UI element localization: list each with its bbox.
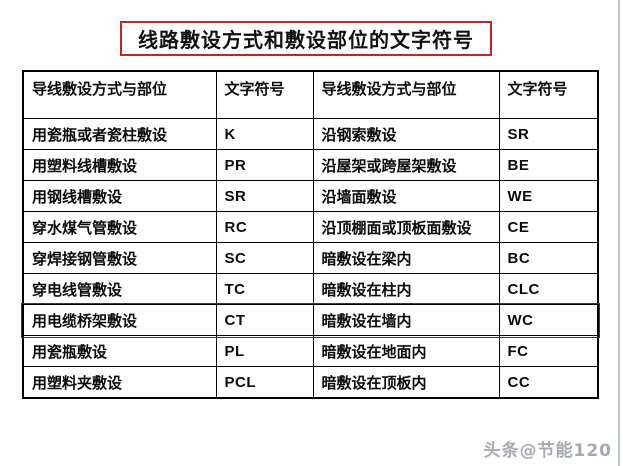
symbol-cell: BE <box>498 149 599 181</box>
method-cell: 暗敷设在梁内 <box>312 242 500 274</box>
symbol-cell: PR <box>215 149 314 181</box>
symbol-cell: FC <box>498 335 599 367</box>
method-cell: 暗敷设在柱内 <box>312 273 500 305</box>
method-cell: 用塑料夹敷设 <box>22 366 217 399</box>
table-row: 用钢线槽敷设 SR 沿墙面敷设 WE <box>22 180 599 212</box>
table-body: 用瓷瓶或者瓷柱敷设 K 沿钢索敷设 SR 用塑料线槽敷设 PR 沿屋架或跨屋架敷设 BE 用钢线… <box>21 118 600 399</box>
header-method-right: 导线敷设方式与部位 <box>312 70 500 119</box>
table-row: 用瓷瓶敷设 PL 暗敷设在地面内 FC <box>22 335 599 367</box>
table-header-row: 导线敷设方式与部位 文字符号 导线敷设方式与部位 文字符号 <box>22 70 599 119</box>
table-row: 用瓷瓶或者瓷柱敷设 K 沿钢索敷设 SR <box>22 118 599 150</box>
page-title: 线路敷设方式和敷设部位的文字符号 <box>138 28 474 52</box>
title-box: 线路敷设方式和敷设部位的文字符号 <box>120 21 492 56</box>
method-cell: 暗敷设在地面内 <box>312 335 500 367</box>
symbol-cell: WC <box>498 304 599 336</box>
symbol-cell: SR <box>215 180 314 212</box>
method-cell: 暗敷设在墙内 <box>312 304 500 336</box>
symbol-cell: CT <box>215 304 314 336</box>
wiring-symbols-table: 导线敷设方式与部位 文字符号 导线敷设方式与部位 文字符号 用瓷瓶或者瓷柱敷设 K… <box>21 70 600 399</box>
header-symbol-left: 文字符号 <box>215 70 314 119</box>
table-row: 穿电线管敷设 TC 暗敷设在柱内 CLC <box>22 273 599 305</box>
method-cell: 用瓷瓶或者瓷柱敷设 <box>22 118 217 150</box>
table-row: 用塑料线槽敷设 PR 沿屋架或跨屋架敷设 BE <box>22 149 599 181</box>
symbol-cell: PCL <box>215 366 314 399</box>
symbol-cell: RC <box>215 211 314 243</box>
method-cell: 用瓷瓶敷设 <box>22 335 217 367</box>
symbol-cell: CC <box>498 366 599 399</box>
symbol-cell: CLC <box>498 273 599 305</box>
page-edge-line <box>618 0 620 466</box>
symbol-cell: K <box>215 118 314 150</box>
symbol-cell: BC <box>498 242 599 274</box>
symbol-cell: TC <box>215 273 314 305</box>
method-cell: 穿水煤气管敷设 <box>22 211 217 243</box>
method-cell: 用钢线槽敷设 <box>22 180 217 212</box>
header-method-left: 导线敷设方式与部位 <box>22 70 217 119</box>
header-symbol-right: 文字符号 <box>498 70 599 119</box>
symbol-cell: PL <box>215 335 314 367</box>
symbol-cell: SR <box>498 118 599 150</box>
method-cell: 沿屋架或跨屋架敷设 <box>312 149 500 181</box>
symbol-cell: WE <box>498 180 599 212</box>
method-cell: 沿顶棚面或顶板面敷设 <box>312 211 500 243</box>
table-row: 穿焊接钢管敷设 SC 暗敷设在梁内 BC <box>22 242 599 274</box>
symbol-cell: SC <box>215 242 314 274</box>
method-cell: 用塑料线槽敷设 <box>22 149 217 181</box>
symbol-cell: CE <box>498 211 599 243</box>
method-cell: 沿钢索敷设 <box>312 118 500 150</box>
method-cell: 暗敷设在顶板内 <box>312 366 500 399</box>
table-row: 穿水煤气管敷设 RC 沿顶棚面或顶板面敷设 CE <box>22 211 599 243</box>
table-row: 用电缆桥架敷设 CT 暗敷设在墙内 WC <box>21 302 600 338</box>
method-cell: 用电缆桥架敷设 <box>22 304 217 336</box>
method-cell: 沿墙面敷设 <box>312 180 500 212</box>
watermark: 头条@节能120 <box>483 441 612 461</box>
method-cell: 穿电线管敷设 <box>22 273 217 305</box>
method-cell: 穿焊接钢管敷设 <box>22 242 217 274</box>
table-row: 用塑料夹敷设 PCL 暗敷设在顶板内 CC <box>22 366 599 399</box>
